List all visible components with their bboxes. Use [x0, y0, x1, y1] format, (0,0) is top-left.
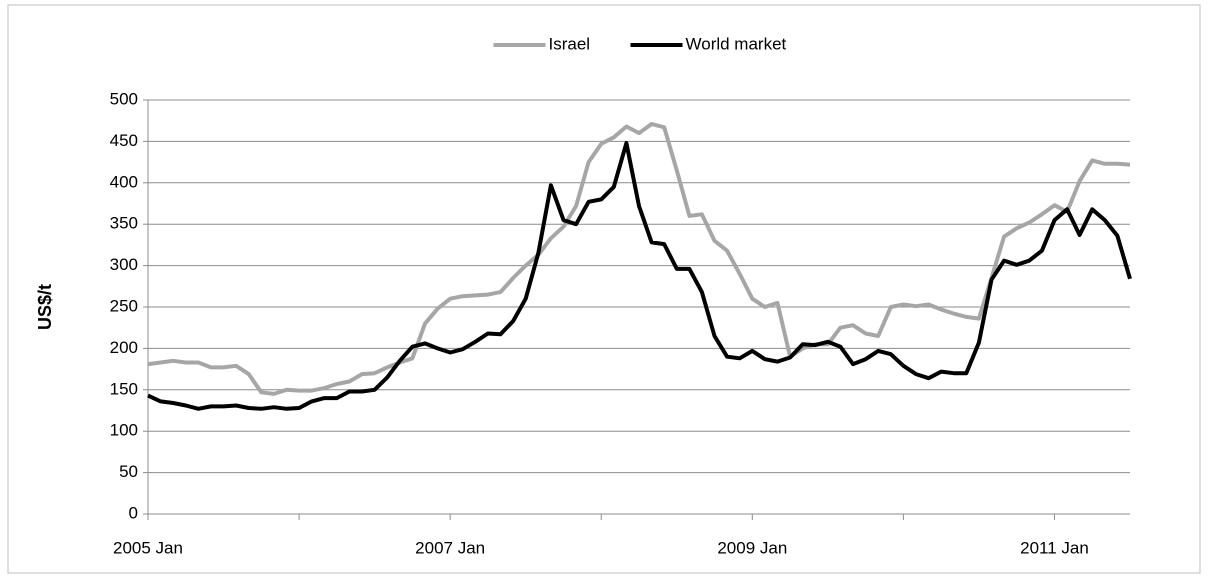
legend-label: Israel — [549, 34, 591, 53]
series-line — [147, 122, 1131, 396]
x-tick-label: 2009 Jan — [717, 538, 787, 557]
y-tick-label: 350 — [110, 214, 138, 233]
legend-label: World market — [686, 34, 787, 53]
y-tick-label: 100 — [110, 421, 138, 440]
series-line — [147, 141, 1132, 411]
x-tick-label: 2005 Jan — [113, 538, 183, 557]
y-tick-label: 500 — [110, 89, 138, 108]
x-tick-label: 2007 Jan — [415, 538, 485, 557]
y-axis-label: US$/t — [35, 284, 55, 330]
y-tick-label: 250 — [110, 296, 138, 315]
y-tick-label: 50 — [119, 462, 138, 481]
y-tick-label: 400 — [110, 172, 138, 191]
x-tick-label: 2011 Jan — [1020, 538, 1089, 557]
y-tick-label: 0 — [129, 503, 138, 522]
y-tick-label: 150 — [110, 379, 138, 398]
y-tick-label: 450 — [110, 131, 138, 150]
y-tick-label: 200 — [110, 338, 138, 357]
y-tick-label: 300 — [110, 255, 138, 274]
chart-border — [7, 4, 1201, 574]
